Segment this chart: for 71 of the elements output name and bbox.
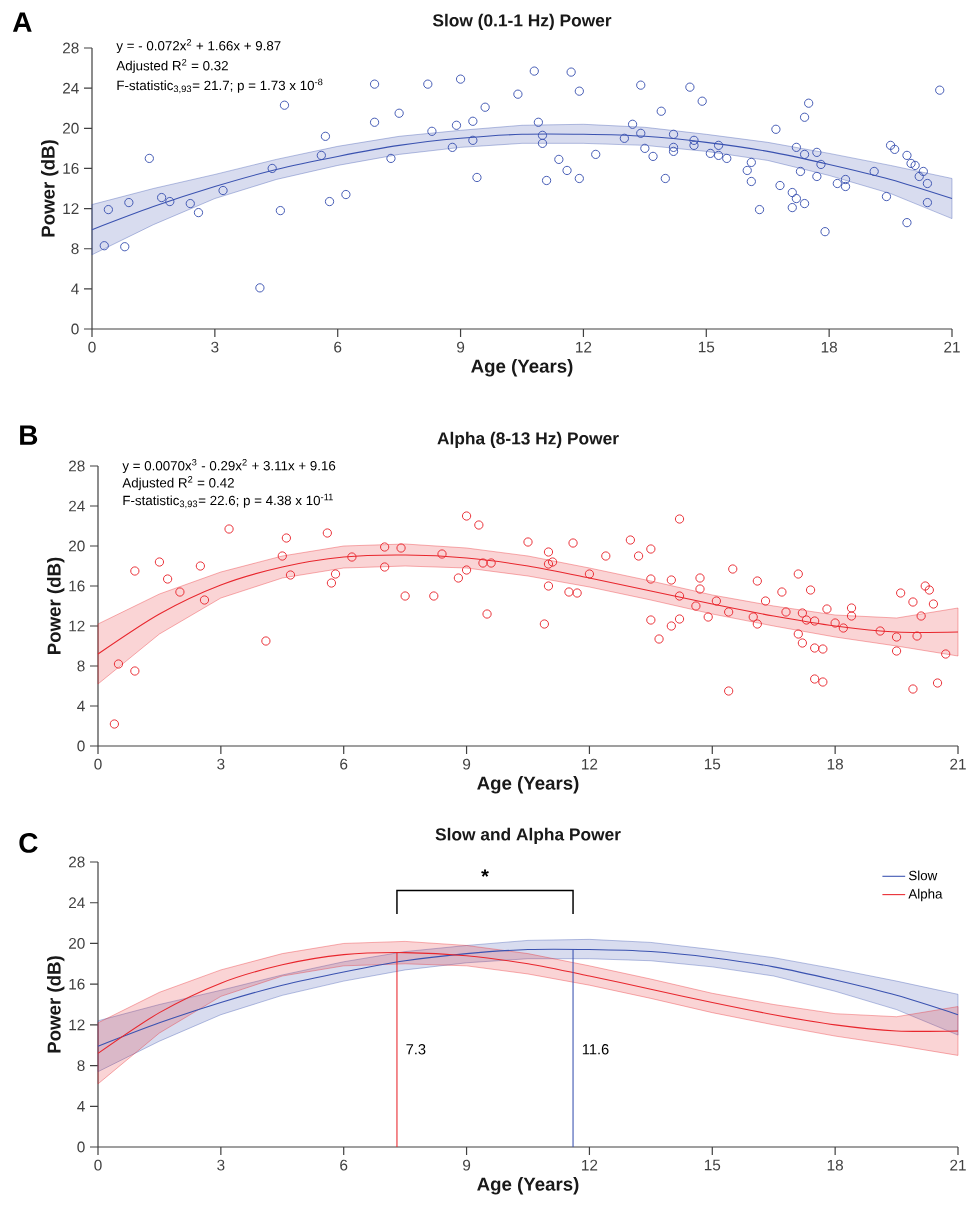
legend-label: Slow (908, 870, 938, 881)
y-tick-label: 20 (63, 122, 79, 134)
annotation: F-statistic$_{3,93}$= 22.6; p = 4.38 x 10$^{-11}$ (123, 493, 333, 509)
y-tick-label: 16 (69, 580, 85, 592)
x-tick-label: 6 (340, 1159, 348, 1171)
y-tick-label: 16 (69, 978, 85, 990)
x-tick-label: 0 (94, 1159, 102, 1171)
x-tick-label: 18 (821, 341, 837, 353)
x-tick-label: 3 (211, 341, 219, 353)
y-tick-label: 28 (69, 856, 85, 868)
x-tick-label: 21 (944, 341, 960, 353)
chart-title: Slow and Alpha Power (435, 827, 621, 844)
annotation: * (481, 869, 489, 877)
x-tick-label: 12 (576, 341, 592, 353)
y-axis-title: Power (dB) (41, 140, 59, 237)
ref-line-label: 11.6 (582, 1044, 609, 1055)
y-tick-label: 12 (63, 203, 79, 214)
x-tick-label: 0 (88, 341, 96, 353)
x-tick-label: 3 (217, 1159, 225, 1171)
x-tick-label: 6 (340, 758, 348, 770)
y-tick-label: 28 (69, 460, 85, 472)
x-tick-label: 15 (704, 758, 721, 770)
x-axis-title: Age (Years) (471, 359, 573, 377)
y-tick-label: 24 (63, 82, 79, 94)
x-tick-label: 18 (827, 758, 843, 770)
x-tick-label: 18 (827, 1159, 843, 1171)
y-tick-label: 0 (71, 323, 79, 335)
annotation: F-statistic$_{3,93}$= 21.7; p = 1.73 x 10$^{-8}$ (117, 78, 323, 94)
y-axis-title: Power (dB) (47, 557, 65, 655)
annotation: Adjusted R$^{2}$ = 0.32 (116, 58, 228, 74)
y-tick-label: 16 (63, 163, 79, 174)
x-tick-label: 21 (950, 758, 966, 770)
y-tick-label: 12 (69, 1019, 85, 1031)
y-tick-label: 4 (77, 700, 85, 712)
annotation: Adjusted R$^{2}$ = 0.42 (122, 476, 234, 491)
x-tick-label: 12 (582, 1159, 598, 1171)
chart-title: Slow (0.1-1 Hz) Power (432, 13, 612, 30)
x-tick-label: 21 (950, 1159, 966, 1171)
y-tick-label: 20 (69, 540, 85, 552)
y-tick-label: 4 (77, 1101, 85, 1112)
y-tick-label: 8 (71, 243, 79, 255)
ref-line-label: 7.3 (406, 1044, 426, 1055)
annotation: y = 0.0070x$^{3}$ - 0.29x$^{2}$ + 3.11x + 9.16 (122, 458, 336, 474)
y-tick-label: 24 (69, 500, 85, 512)
y-axis-title: Power (dB) (47, 956, 65, 1053)
x-tick-label: 6 (334, 341, 342, 353)
x-tick-label: 9 (457, 341, 465, 353)
y-tick-label: 28 (63, 42, 79, 54)
annotation: y = - 0.072x$^{2}$ + 1.66x + 9.87 (116, 39, 281, 54)
x-axis-title: Age (Years) (477, 1177, 579, 1195)
y-tick-label: 8 (77, 1060, 85, 1072)
chart-title: Alpha (8-13 Hz) Power (437, 431, 619, 448)
x-tick-label: 9 (463, 758, 471, 770)
y-tick-label: 8 (77, 660, 85, 672)
x-tick-label: 15 (704, 1159, 721, 1171)
x-tick-label: 15 (698, 341, 715, 353)
x-tick-label: 3 (217, 758, 225, 770)
text: B (20, 425, 38, 445)
y-tick-label: 20 (69, 938, 85, 949)
x-axis-title: Age (Years) (477, 776, 579, 794)
y-tick-label: 4 (71, 283, 79, 295)
text: A (12, 12, 32, 32)
x-tick-label: 0 (94, 758, 102, 770)
x-tick-label: 12 (582, 758, 598, 770)
y-tick-label: 24 (69, 897, 85, 909)
legend-label: Alpha (908, 888, 943, 902)
x-tick-label: 9 (463, 1159, 471, 1171)
y-tick-label: 0 (77, 740, 85, 752)
text: C (19, 833, 38, 853)
y-tick-label: 12 (69, 620, 85, 632)
y-tick-label: 0 (77, 1141, 85, 1153)
